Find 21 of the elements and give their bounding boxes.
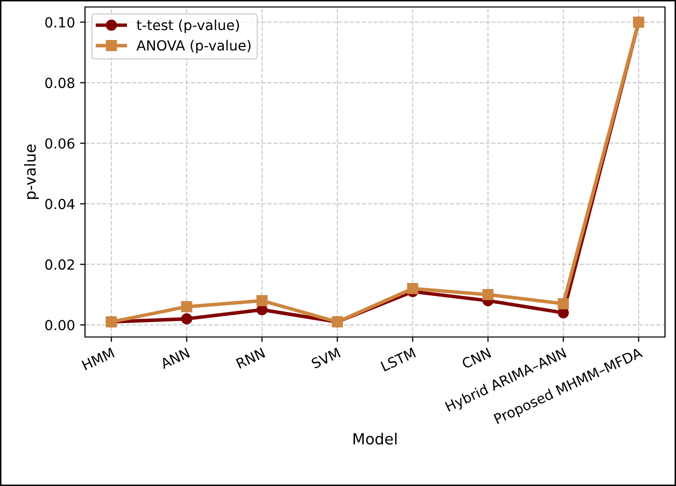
point bbox=[181, 313, 192, 324]
point bbox=[256, 295, 268, 306]
y-axis-title: p-value bbox=[24, 144, 39, 199]
y-tick-label: 0.00 bbox=[45, 320, 74, 330]
y-tick-label: 0.08 bbox=[45, 78, 74, 88]
point bbox=[482, 289, 494, 300]
legend-label: t-test (p-value) bbox=[136, 20, 239, 33]
x-tick-label: RNN bbox=[236, 348, 266, 369]
legend-label: ANOVA (p-value) bbox=[136, 40, 251, 54]
x-tick-label: ANN bbox=[160, 348, 190, 370]
point bbox=[407, 283, 418, 294]
y-tick-label: 0.02 bbox=[45, 259, 74, 270]
point bbox=[558, 298, 569, 310]
x-axis-title: Model bbox=[354, 432, 396, 445]
y-tick-label: 0.06 bbox=[45, 138, 74, 149]
y-tick-label: 0.10 bbox=[45, 17, 74, 28]
point bbox=[181, 301, 192, 312]
x-tick-label: CNN bbox=[461, 348, 492, 370]
y-tick-label: 0.04 bbox=[45, 198, 74, 210]
x-tick-label: SVM bbox=[310, 348, 341, 369]
x-tick-label: HMM bbox=[82, 348, 115, 370]
